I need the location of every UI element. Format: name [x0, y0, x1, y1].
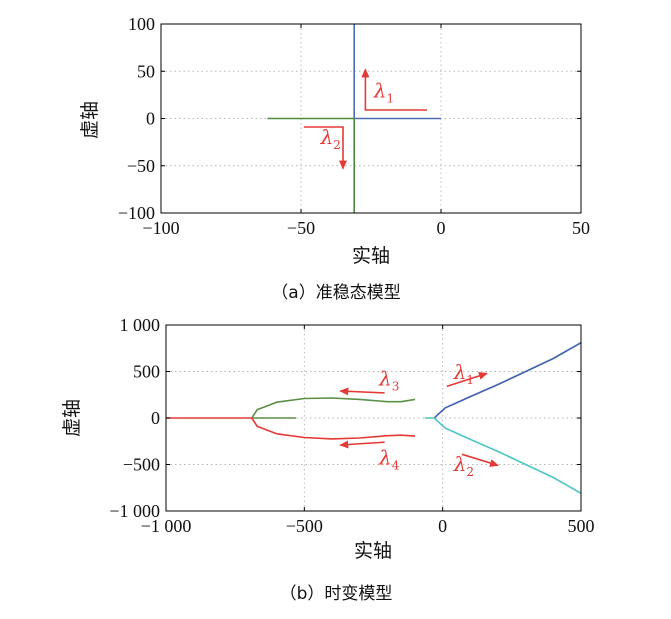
eigenvalue-label: λ2 [320, 125, 341, 152]
eigenvalue-subscript: 1 [466, 373, 474, 387]
y-tick-label: −100 [118, 203, 155, 223]
y-tick-label: 50 [137, 61, 155, 81]
eigenvalue-symbol: λ [378, 446, 392, 470]
x-tick-label: −50 [287, 218, 315, 238]
x-tick-label: 0 [438, 516, 447, 536]
series-line [166, 417, 416, 440]
eigenvalue-symbol: λ [320, 125, 334, 149]
eigenvalue-label: λ4 [378, 446, 400, 473]
chart-panel-a: 虚轴 实轴 （a）准稳态模型 −100 −50 0 50−100−50050100λ1… [79, 14, 590, 303]
x-tick-label: −500 [286, 516, 323, 536]
y-tick-label: −50 [127, 156, 155, 176]
eigenvalue-subscript: 3 [392, 379, 400, 393]
eigenvalue-subscript: 4 [392, 459, 400, 473]
y-tick-label: 500 [133, 362, 160, 382]
eigenvalue-symbol: λ [378, 366, 392, 390]
series-line [424, 417, 582, 494]
annotation-arrow [303, 126, 347, 170]
eigenvalue-label: λ1 [453, 360, 474, 387]
series-line [251, 397, 416, 419]
eigenvalue-subscript: 1 [386, 92, 394, 106]
y-tick-label: −500 [123, 455, 160, 475]
annotation-arrow [339, 387, 385, 396]
x-axis-label: 实轴 [352, 245, 390, 267]
eigenvalue-symbol: λ [453, 452, 467, 476]
eigenvalue-symbol: λ [453, 360, 467, 384]
caption-a: （a）准稳态模型 [271, 283, 400, 303]
eigenvalue-label: λ2 [453, 452, 474, 479]
x-tick-label: 500 [568, 516, 595, 536]
y-tick-label: −1 000 [109, 501, 160, 521]
annotation-arrow [361, 68, 427, 111]
y-tick-label: 1 000 [120, 315, 161, 335]
y-axis-label: 虚轴 [79, 101, 101, 139]
annotation-arrow [446, 372, 488, 388]
x-axis-label: 实轴 [354, 540, 392, 562]
eigenvalue-label: λ3 [378, 366, 399, 393]
series-line [433, 342, 582, 419]
eigenvalue-symbol: λ [373, 79, 387, 103]
annotation-arrow [339, 440, 385, 449]
caption-b: （b）时变模型 [280, 584, 393, 604]
x-tick-label: 0 [437, 218, 446, 238]
chart-panel-b: 虚轴 实轴 （b）时变模型 −1 000 −500 0 500 −1 000 −500 0 5… [61, 315, 595, 604]
x-tick-label: −1 000 [141, 516, 192, 536]
eigenvalue-label: λ1 [373, 79, 394, 106]
y-tick-label: 0 [151, 408, 160, 428]
y-tick-label: 0 [146, 109, 155, 129]
y-axis-label: 虚轴 [61, 399, 83, 437]
x-tick-label: 50 [572, 218, 590, 238]
x-tick-label: −100 [142, 218, 179, 238]
eigenvalue-subscript: 2 [333, 138, 341, 152]
eigenvalue-subscript: 2 [466, 465, 474, 479]
annotation-arrow [461, 453, 499, 467]
y-tick-label: 100 [128, 14, 155, 34]
